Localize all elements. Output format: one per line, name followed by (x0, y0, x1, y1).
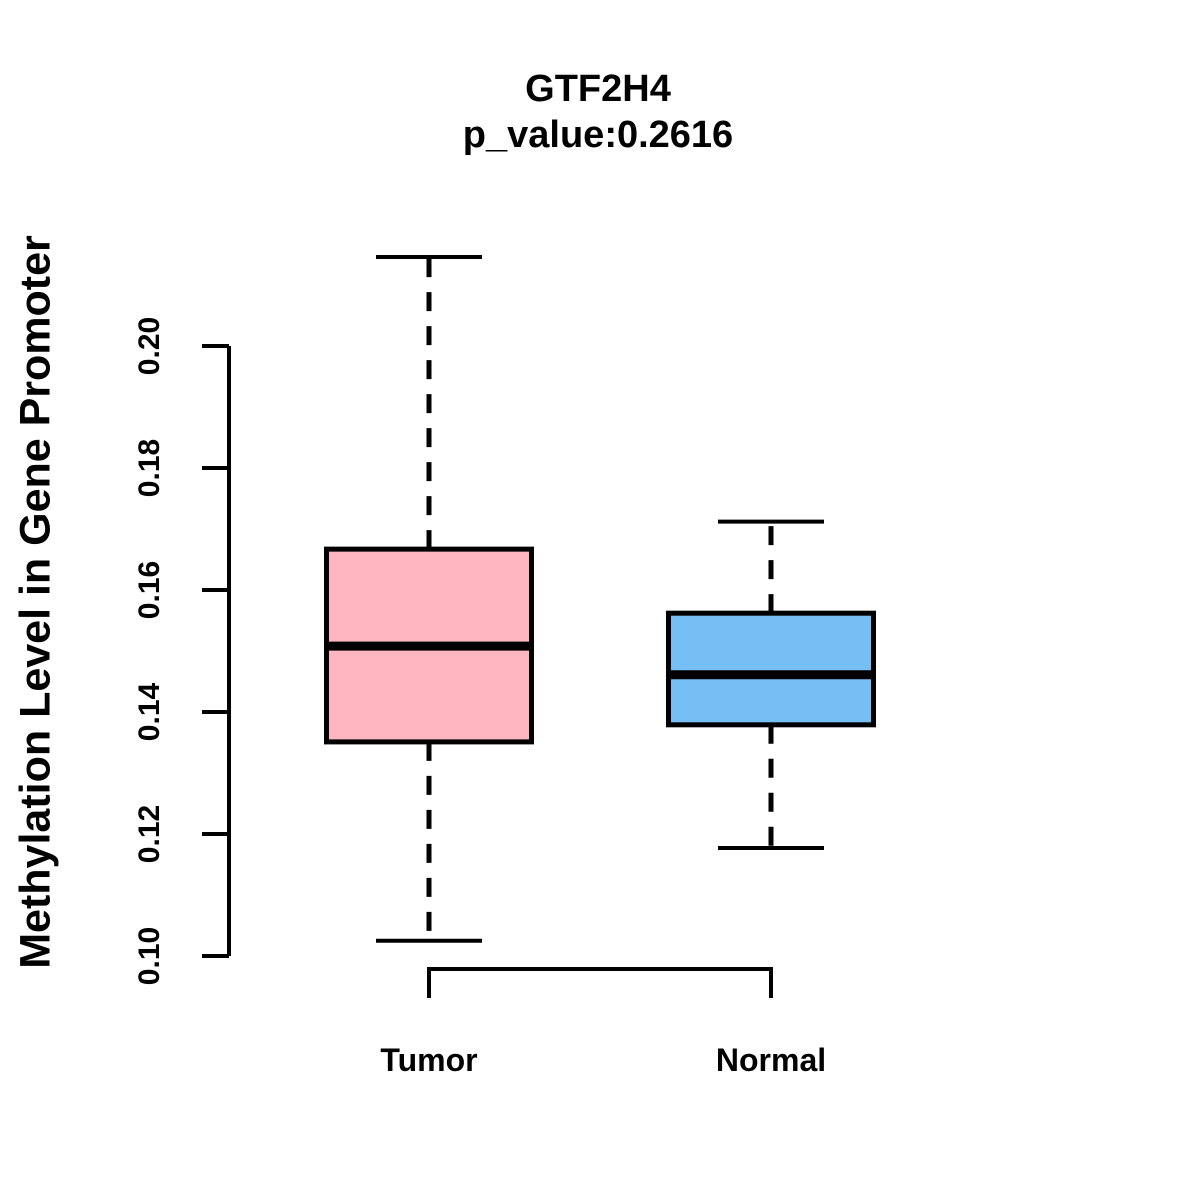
y-axis (202, 344, 231, 958)
chart-title: GTF2H4 (525, 68, 671, 110)
x-category-label-tumor: Tumor (380, 1042, 478, 1078)
iqr-box-normal (666, 610, 876, 728)
chart-subtitle-pvalue: p_value:0.2616 (462, 114, 734, 156)
x-category-label-normal: Normal (715, 1042, 827, 1078)
box-tumor (324, 254, 534, 943)
x-axis-bracket (427, 967, 773, 998)
box-normal (666, 519, 876, 851)
